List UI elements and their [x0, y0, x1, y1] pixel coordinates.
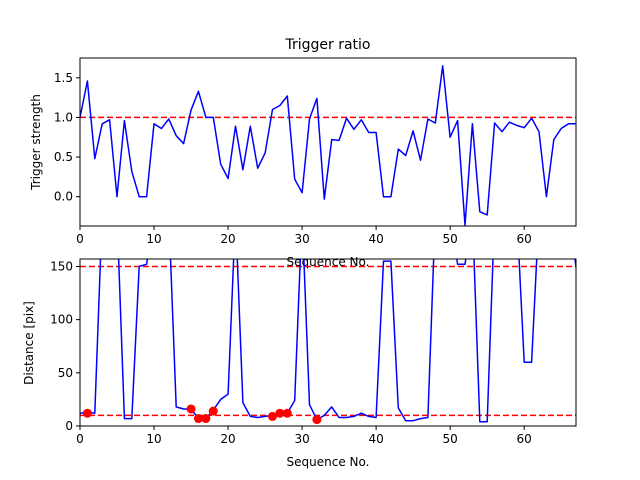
axes-frame [79, 258, 577, 427]
x-tick-label: 20 [220, 232, 235, 246]
x-tick-label: 10 [146, 432, 161, 446]
series-line [80, 65, 576, 226]
x-tick-label: 40 [368, 232, 383, 246]
plot-title: Trigger ratio [284, 37, 370, 53]
data-point-marker [275, 408, 285, 418]
data-point-marker [82, 408, 92, 418]
x-tick-label: 60 [517, 432, 532, 446]
trigger-ratio-plot: Trigger ratio Trigger strength Sequence … [29, 37, 577, 269]
data-point-marker [282, 408, 292, 418]
plot-area [80, 259, 576, 423]
data-point-marker [208, 406, 218, 416]
data-point-marker [193, 414, 203, 424]
data-point-marker [267, 411, 277, 421]
x-tick-label: 20 [220, 432, 235, 446]
x-tick-label: 50 [443, 232, 458, 246]
y-tick-label: 0.5 [54, 150, 73, 164]
x-tick-label: 40 [368, 432, 383, 446]
data-point-marker [312, 415, 322, 425]
y-tick-label: 100 [50, 313, 73, 327]
axes-frame [79, 57, 577, 227]
x-tick-label: 30 [294, 232, 309, 246]
y-axis-label: Distance [pix] [22, 301, 36, 385]
plot-area [80, 65, 576, 226]
axis-ticks: 0 10 20 30 40 50 60 0.0 0.5 1.0 1.5 [54, 71, 532, 246]
y-tick-label: 150 [50, 259, 73, 273]
x-tick-label: 0 [76, 232, 84, 246]
y-tick-label: 1.5 [54, 71, 73, 85]
y-tick-label: 50 [58, 366, 73, 380]
series-line [80, 259, 576, 423]
x-axis-label: Sequence No. [287, 455, 370, 469]
y-axis-label: Trigger strength [29, 94, 43, 191]
x-tick-label: 30 [294, 432, 309, 446]
x-tick-label: 50 [443, 432, 458, 446]
x-tick-label: 60 [517, 232, 532, 246]
data-point-marker [186, 404, 196, 414]
data-point-marker [201, 414, 211, 424]
x-tick-label: 10 [146, 232, 161, 246]
y-tick-label: 1.0 [54, 110, 73, 124]
y-tick-label: 0.0 [54, 190, 73, 204]
axis-ticks: 0 10 20 30 40 50 60 0 50 100 150 [50, 259, 532, 446]
y-tick-label: 0 [65, 419, 73, 433]
distance-plot: Distance [pix] Sequence No. 0 10 20 30 40 50 6… [22, 258, 577, 469]
x-tick-label: 0 [76, 432, 84, 446]
